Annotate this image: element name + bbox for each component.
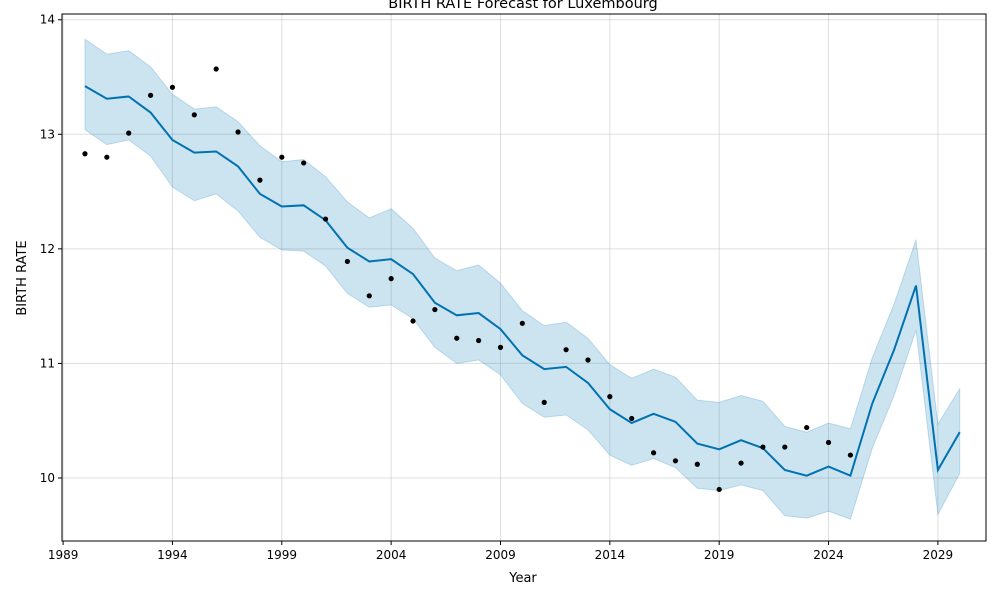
x-tick-label: 2019	[704, 548, 735, 562]
y-axis-ticks: 10 11 12 13 14	[40, 13, 62, 485]
observed-point	[629, 415, 635, 422]
y-tick-label: 10	[40, 471, 55, 485]
y-tick-label: 11	[40, 356, 55, 370]
observed-point	[607, 394, 613, 400]
observed-point	[432, 306, 438, 313]
x-tick-label: 1999	[267, 548, 298, 562]
forecast-line	[84, 85, 961, 478]
observed-point	[235, 129, 241, 135]
observed-point	[213, 66, 219, 72]
uncertainty-interval-band	[84, 38, 961, 520]
x-tick-label: 2004	[376, 548, 407, 562]
y-tick-label: 13	[40, 127, 55, 141]
observed-point	[760, 444, 766, 450]
observed-point	[541, 399, 547, 405]
observed-point	[82, 151, 88, 157]
observed-point	[366, 293, 372, 299]
x-tick-label: 1989	[48, 548, 79, 562]
x-axis-label: Year	[508, 571, 537, 586]
x-tick-label: 2014	[595, 548, 626, 562]
plot-frame	[61, 13, 987, 542]
y-tick-label: 12	[40, 242, 55, 256]
observed-point	[169, 84, 176, 90]
observed-point	[694, 461, 700, 467]
observed-point	[672, 458, 679, 464]
observed-point	[410, 318, 416, 324]
y-axis-label: BIRTH RATE	[15, 240, 30, 315]
observed-point	[147, 92, 154, 98]
observed-point	[497, 344, 504, 350]
observed-point	[344, 258, 351, 265]
observed-point	[322, 216, 329, 222]
observed-point	[585, 357, 591, 363]
observed-point	[847, 452, 854, 458]
observed-point	[454, 335, 460, 341]
observed-point	[782, 444, 788, 450]
x-axis-ticks: 1989 1994 1999 2004 2009 2014 2019 2024 2029	[48, 541, 953, 562]
observed-point	[191, 112, 197, 118]
observed-point	[476, 337, 482, 344]
observed-point	[279, 154, 285, 160]
observed-point	[650, 450, 657, 456]
observed-point	[257, 177, 263, 183]
observed-point	[716, 486, 722, 493]
observed-points	[82, 66, 854, 493]
observed-point	[563, 347, 569, 353]
x-tick-label: 2029	[923, 548, 954, 562]
observed-point	[825, 439, 832, 446]
observed-point	[388, 276, 394, 282]
observed-point	[126, 130, 132, 136]
chart-title: BIRTH RATE Forecast for Luxembourg	[388, 0, 657, 12]
observed-point	[804, 424, 810, 431]
y-tick-label: 14	[40, 13, 55, 27]
observed-point	[104, 154, 110, 160]
x-tick-label: 2009	[485, 548, 516, 562]
observed-point	[738, 460, 744, 466]
x-tick-label: 1994	[157, 548, 188, 562]
grid-lines	[62, 14, 986, 541]
observed-point	[301, 160, 307, 166]
observed-point	[519, 320, 525, 326]
x-tick-label: 2024	[813, 548, 844, 562]
